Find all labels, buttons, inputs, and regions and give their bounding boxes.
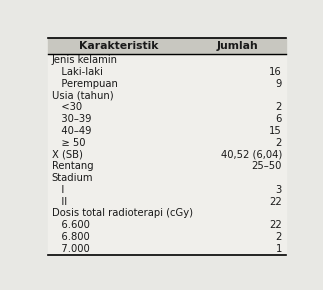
Text: 30–39: 30–39 xyxy=(52,114,91,124)
Text: Karakteristik: Karakteristik xyxy=(79,41,158,51)
Text: 7.000: 7.000 xyxy=(52,244,89,254)
Text: Usia (tahun): Usia (tahun) xyxy=(52,90,113,101)
Text: I: I xyxy=(52,185,64,195)
Text: 40,52 (6,04): 40,52 (6,04) xyxy=(221,149,282,160)
Bar xyxy=(48,38,286,54)
Text: Rentang: Rentang xyxy=(52,161,93,171)
Text: 6: 6 xyxy=(276,114,282,124)
Text: 1: 1 xyxy=(276,244,282,254)
Text: 22: 22 xyxy=(269,220,282,230)
Text: Laki-laki: Laki-laki xyxy=(52,67,102,77)
Text: 15: 15 xyxy=(269,126,282,136)
Text: 2: 2 xyxy=(276,138,282,148)
Text: ≥ 50: ≥ 50 xyxy=(52,138,85,148)
Text: Jumlah: Jumlah xyxy=(217,41,258,51)
Text: 22: 22 xyxy=(269,197,282,207)
Text: 25–50: 25–50 xyxy=(252,161,282,171)
Text: Stadium: Stadium xyxy=(52,173,93,183)
Text: II: II xyxy=(52,197,67,207)
Text: X (SB): X (SB) xyxy=(52,149,82,160)
Text: 9: 9 xyxy=(276,79,282,89)
Text: 16: 16 xyxy=(269,67,282,77)
Text: Perempuan: Perempuan xyxy=(52,79,118,89)
Text: 2: 2 xyxy=(276,102,282,112)
Text: <30: <30 xyxy=(52,102,82,112)
Text: Jenis kelamin: Jenis kelamin xyxy=(52,55,118,65)
Text: Dosis total radioterapi (cGy): Dosis total radioterapi (cGy) xyxy=(52,209,193,218)
Text: 2: 2 xyxy=(276,232,282,242)
Text: 40–49: 40–49 xyxy=(52,126,91,136)
Text: 6.800: 6.800 xyxy=(52,232,89,242)
Text: 3: 3 xyxy=(276,185,282,195)
Text: 6.600: 6.600 xyxy=(52,220,89,230)
